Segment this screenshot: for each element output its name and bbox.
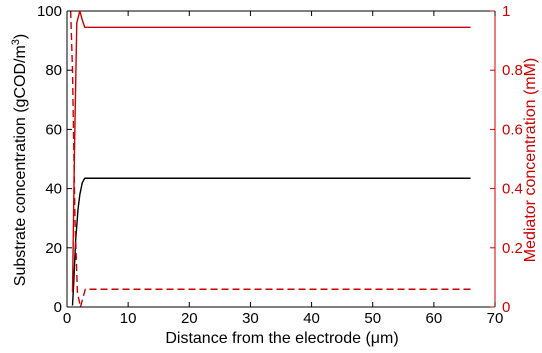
y-right-tick-label: 0.2 <box>502 240 523 257</box>
x-tick-label: 60 <box>426 310 443 327</box>
x-tick-label: 0 <box>63 310 71 327</box>
series-line-3 <box>69 10 471 308</box>
series-layer <box>69 10 471 308</box>
x-tick-label: 70 <box>487 310 504 327</box>
y-right-tick-label: 1 <box>502 3 510 20</box>
y-right-tick-label: 0 <box>502 299 510 316</box>
y-right-axis-label: Mediator concentration (mM) <box>522 58 539 263</box>
y-left-tick-label: 0 <box>54 299 62 316</box>
y-left-axis-ticks: 0 20 40 60 80 100 <box>37 3 72 316</box>
x-tick-label: 40 <box>303 310 320 327</box>
x-tick-label: 20 <box>181 310 198 327</box>
y-left-tick-label: 80 <box>45 62 62 79</box>
y-right-tick-label: 0.6 <box>502 121 523 138</box>
y-right-tick-label: 0.4 <box>502 181 523 198</box>
y-left-tick-label: 100 <box>37 3 62 20</box>
y-left-axis-label: Substrate concentration (gCOD/m3) <box>10 34 29 286</box>
y-right-tick-label: 0.8 <box>502 62 523 79</box>
series-line-1 <box>71 177 471 306</box>
x-axis-label: Distance from the electrode (μm) <box>165 330 398 347</box>
y-left-tick-label: 20 <box>45 240 62 257</box>
x-tick-label: 10 <box>120 310 137 327</box>
y-left-tick-label: 40 <box>45 181 62 198</box>
y-right-axis-ticks: 0 0.2 0.4 0.6 0.8 1 <box>490 3 523 316</box>
x-tick-label: 50 <box>364 310 381 327</box>
x-axis-ticks: 0 10 20 30 40 50 60 70 <box>63 11 504 327</box>
x-tick-label: 30 <box>242 310 259 327</box>
plot-frame <box>66 10 496 308</box>
y-left-tick-label: 60 <box>45 121 62 138</box>
